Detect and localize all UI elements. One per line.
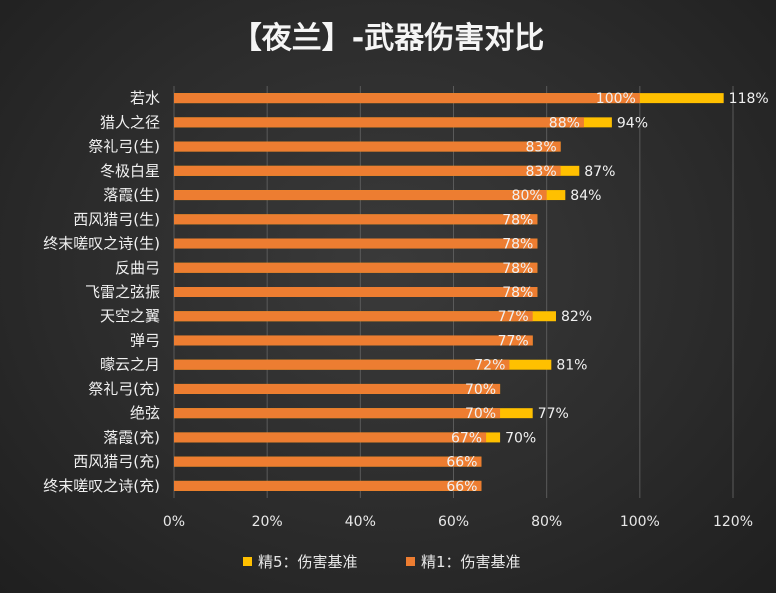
category-label: 西风猎弓(生) [73, 210, 160, 228]
data-label-refine5: 81% [556, 358, 587, 374]
bar-refine1 [174, 359, 510, 370]
legend-label: 精1：伤害基准 [421, 553, 521, 571]
category-label: 弹弓 [130, 331, 160, 349]
x-tick-label: 20% [252, 514, 283, 530]
bar-refine1 [174, 214, 538, 225]
data-labels: 100% 118% 88% 94% 83% 83% 87% 80% 84% 78% 78% 78% 78… [446, 91, 768, 495]
data-label-refine1: 100% [596, 91, 636, 107]
bar-refine1 [174, 335, 533, 346]
data-label-refine1: 66% [446, 479, 477, 495]
chart-title: 【夜兰】-武器伤害对比 [232, 21, 544, 56]
category-label: 曚云之月 [100, 356, 160, 374]
category-label: 飞雷之弦振 [85, 283, 160, 301]
data-label-refine1: 66% [446, 455, 477, 471]
data-label-refine5: 87% [584, 164, 615, 180]
bar-refine1 [174, 238, 538, 249]
data-label-refine1: 70% [465, 382, 496, 398]
x-tick-label: 100% [620, 514, 660, 530]
data-label-refine5: 77% [538, 406, 569, 422]
data-label-refine1: 70% [465, 406, 496, 422]
data-label-refine1: 77% [498, 309, 529, 325]
category-label: 反曲弓 [115, 259, 160, 277]
data-label-refine5: 94% [617, 115, 648, 131]
x-axis-ticks: 0% 20% 40% 60% 80% 100% 120% [163, 514, 753, 530]
data-label-refine1: 78% [502, 285, 533, 301]
data-label-refine5: 82% [561, 309, 592, 325]
bar-refine1 [174, 480, 482, 491]
category-label: 天空之翼 [100, 307, 160, 325]
category-label: 猎人之径 [100, 113, 160, 131]
x-tick-label: 120% [713, 514, 753, 530]
x-tick-label: 60% [438, 514, 469, 530]
bar-refine1 [174, 287, 538, 297]
legend-label: 精5：伤害基准 [258, 553, 358, 571]
bar-refine1 [174, 190, 547, 201]
legend: 精5：伤害基准 精1：伤害基准 [243, 553, 521, 571]
bar-refine1 [174, 141, 561, 152]
data-label-refine5: 118% [729, 91, 769, 107]
category-label: 终末嗟叹之诗(充) [43, 477, 160, 495]
category-label: 西风猎弓(充) [73, 453, 160, 471]
bars [174, 93, 724, 491]
data-label-refine1: 78% [502, 212, 533, 228]
bar-refine1 [174, 117, 584, 128]
bar-refine1 [174, 408, 501, 419]
category-label: 冬极白星 [100, 162, 160, 180]
data-label-refine5: 84% [570, 188, 601, 204]
bar-refine1 [174, 93, 640, 104]
category-label: 落霞(充) [103, 428, 160, 446]
x-tick-label: 0% [163, 514, 185, 530]
x-tick-label: 40% [345, 514, 376, 530]
data-label-refine1: 83% [526, 140, 557, 156]
data-label-refine1: 67% [451, 430, 482, 446]
data-label-refine1: 72% [474, 358, 505, 374]
bar-refine1 [174, 432, 487, 443]
data-label-refine1: 80% [512, 188, 543, 204]
category-label: 绝弦 [130, 404, 160, 422]
legend-swatch [406, 557, 415, 566]
legend-swatch [243, 557, 252, 566]
x-tick-label: 80% [531, 514, 562, 530]
bar-refine1 [174, 262, 538, 273]
data-label-refine5: 70% [505, 430, 536, 446]
bar-refine1 [174, 311, 533, 322]
data-label-refine1: 77% [498, 333, 529, 349]
category-label: 祭礼弓(充) [88, 380, 160, 398]
data-label-refine1: 83% [526, 164, 557, 180]
category-label: 若水 [130, 89, 160, 107]
data-label-refine1: 78% [502, 237, 533, 253]
category-label: 落霞(生) [103, 186, 160, 204]
category-label: 祭礼弓(生) [88, 138, 160, 156]
bar-refine1 [174, 165, 561, 176]
bar-refine1 [174, 456, 482, 467]
data-label-refine1: 88% [549, 115, 580, 131]
bar-refine1 [174, 383, 501, 394]
category-label: 终末嗟叹之诗(生) [43, 235, 160, 253]
data-label-refine1: 78% [502, 261, 533, 277]
